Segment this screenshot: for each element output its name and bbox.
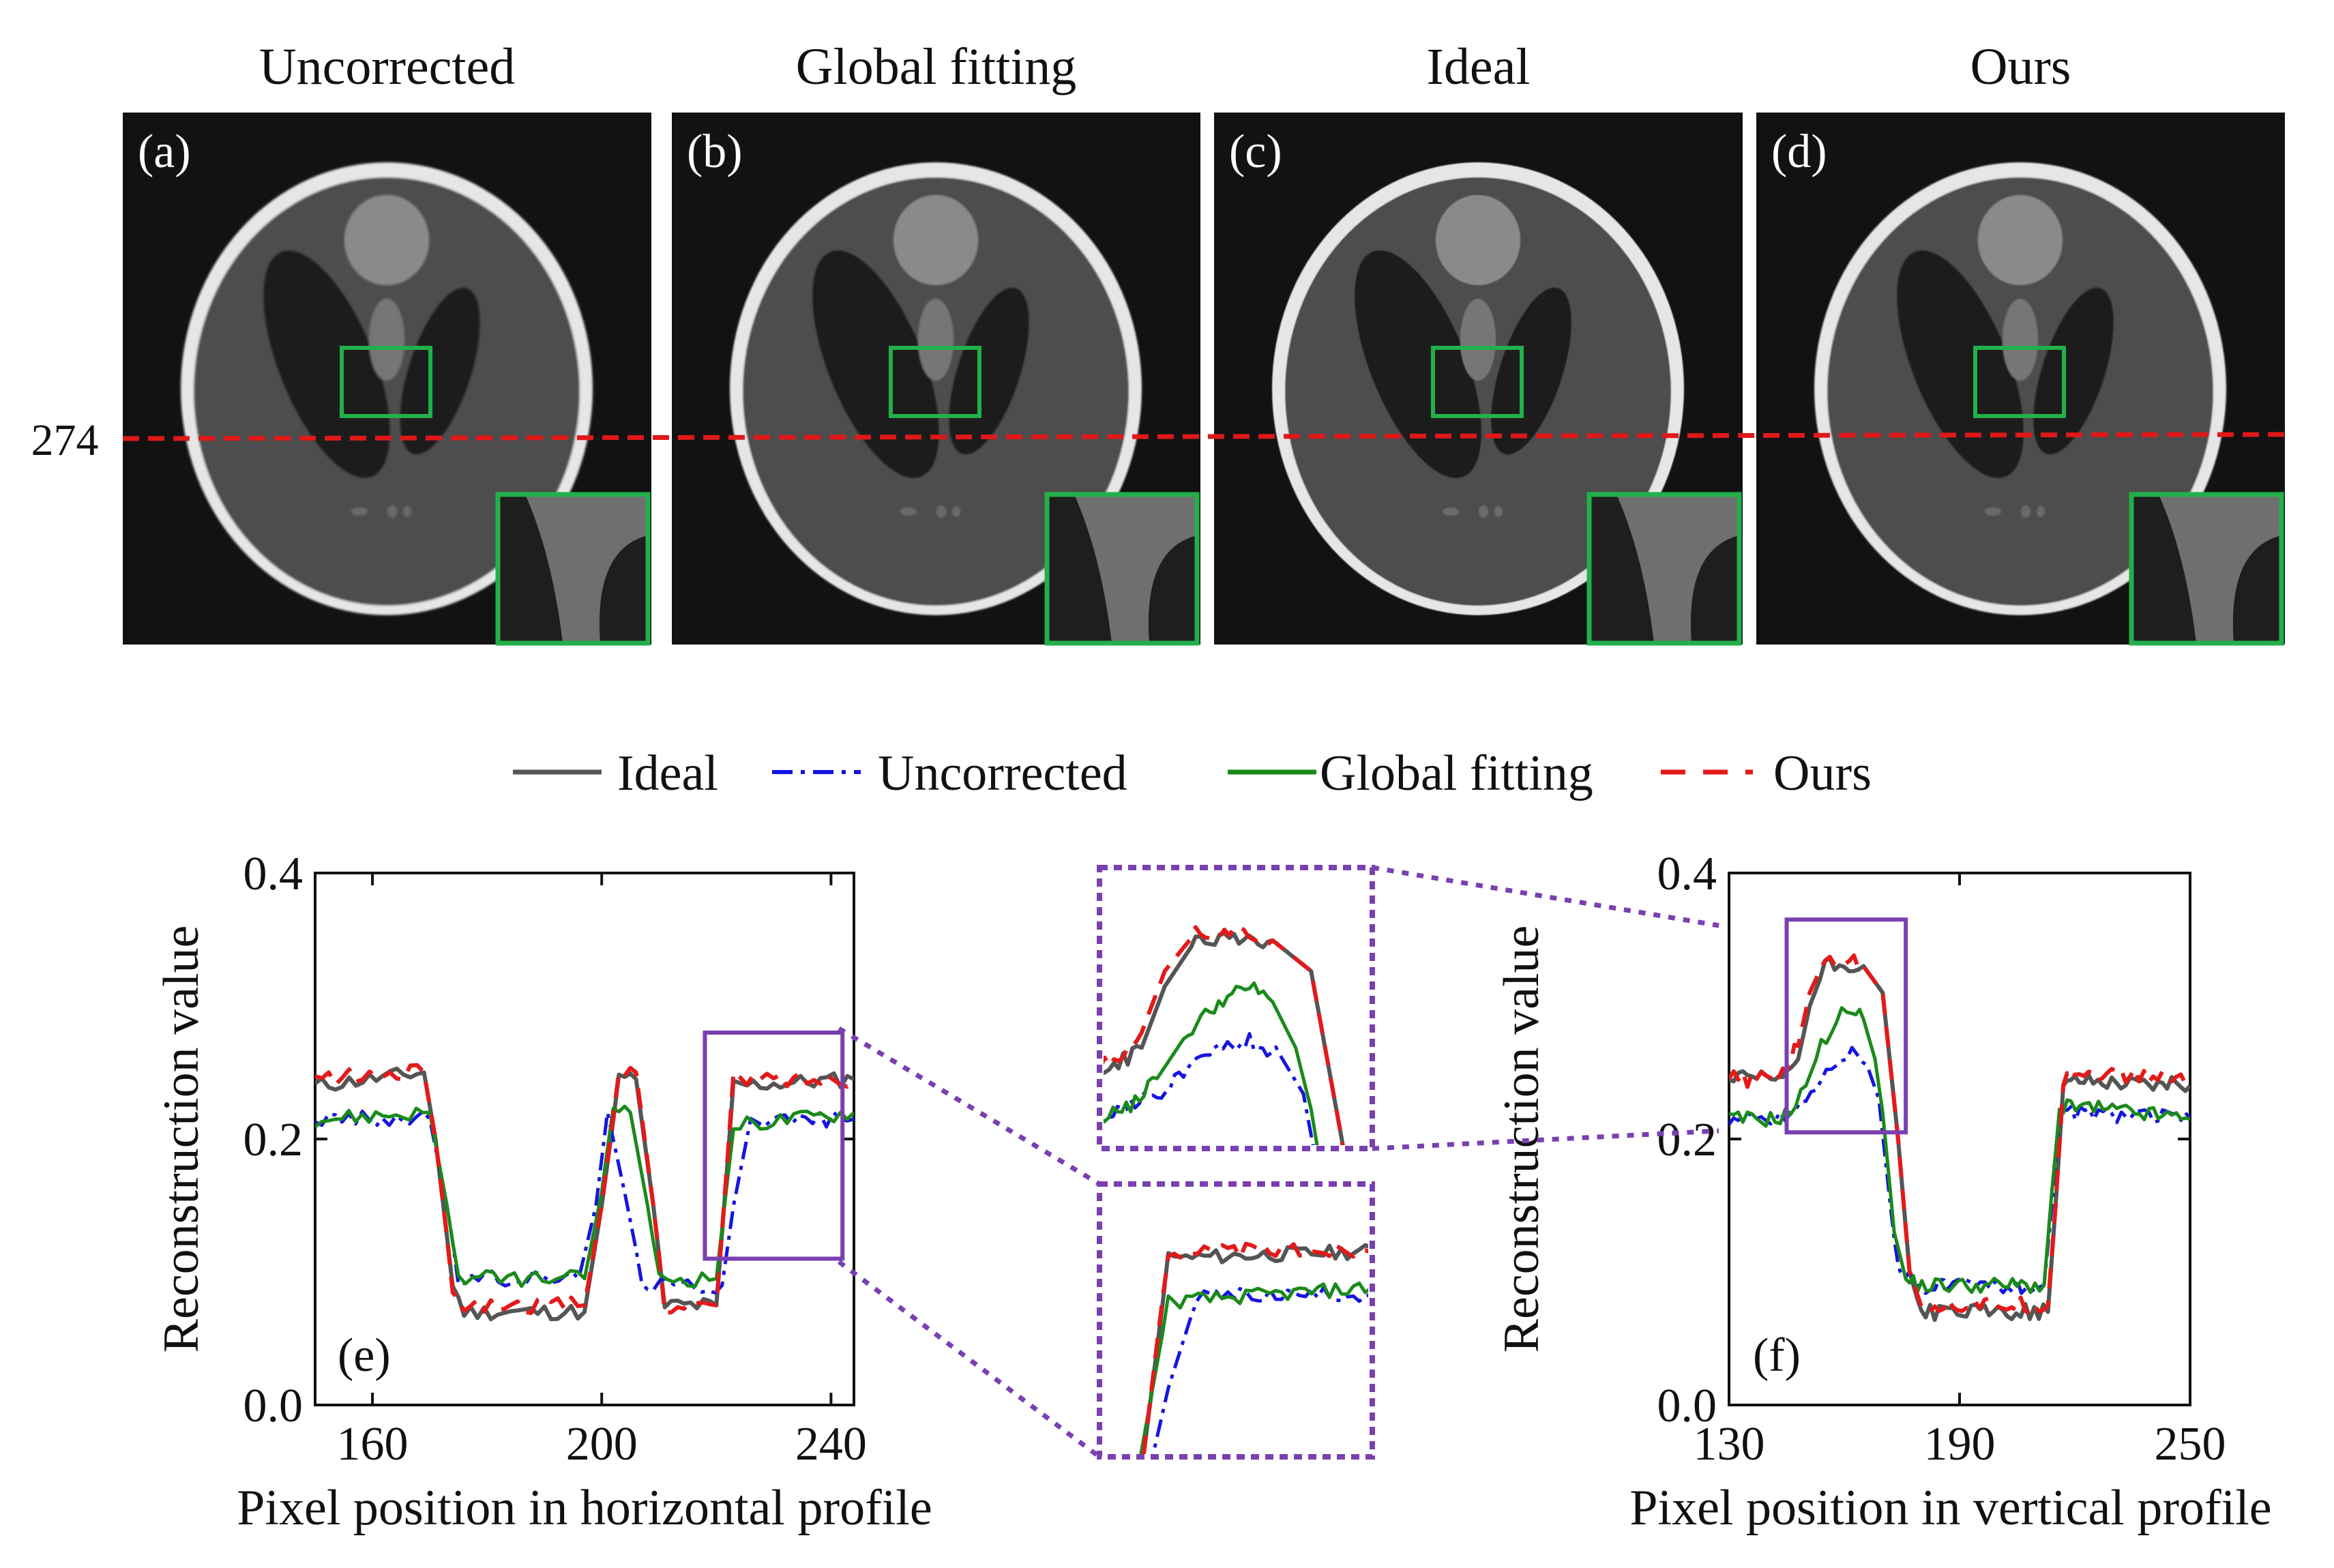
panel-tag-ideal: (c) [1229, 125, 1282, 178]
phantom-image-row: Uncorrected (a) Global fitting (b) Ideal (c) O… [122, 38, 2289, 646]
y-tick-label: 0.0 [1657, 1380, 1717, 1432]
panel-title-uncorrected: Uncorrected [259, 38, 516, 95]
y-tick-label: 0.0 [243, 1380, 304, 1432]
zoom-series-ideal-line [1141, 1243, 1368, 1454]
roi-magnified-inset [1044, 492, 1200, 646]
panel-tag-uncorrected: (a) [138, 125, 191, 178]
series-uncorrected-line [315, 1109, 854, 1295]
phantom-panel-ideal: Ideal (c) [1214, 38, 1743, 646]
panel-tag-e: (e) [338, 1329, 391, 1382]
zoom-box-f [1784, 917, 1908, 1135]
roi-box [889, 346, 981, 418]
y-tick-label: 0.2 [1657, 1114, 1717, 1166]
roi-box [340, 346, 432, 418]
zoom-inset-frame-bottom [1097, 1181, 1375, 1460]
shepp-logan-phantom [730, 162, 1142, 615]
panel-tag-f: (f) [1753, 1329, 1801, 1382]
panel-tag-global-fitting: (b) [687, 125, 743, 178]
zoom-inset-vertical [1097, 865, 1375, 1151]
y-tick-label: 0.4 [1657, 848, 1717, 900]
xlabel-vertical: Pixel position in vertical profile [1629, 1480, 2271, 1536]
connector-e-bottom [837, 1260, 1102, 1459]
series-ours-line [315, 1063, 854, 1316]
ylabel-horizontal: Reconstruction value [153, 926, 209, 1353]
series-ours-line [1729, 953, 2190, 1316]
profile-row-label: 274 [31, 415, 99, 465]
connector-f-bottom [1372, 1128, 1719, 1151]
legend-ours-label: Ours [1773, 745, 1872, 801]
shepp-logan-phantom [1272, 162, 1684, 615]
roi-box [1431, 346, 1524, 418]
zoom-inset-frame-top [1097, 865, 1375, 1151]
zoom-inset-horizontal [1097, 1181, 1375, 1460]
zoom-box-e [703, 1031, 845, 1261]
series-uncorrected-line [1729, 1046, 2190, 1295]
phantom-panel-uncorrected: Uncorrected (a) [123, 38, 651, 646]
shepp-logan-phantom [181, 162, 593, 615]
panel-title-global-fitting: Global fitting [796, 38, 1077, 95]
panel-tag-ours: (d) [1771, 125, 1827, 178]
panel-title-ours: Ours [1970, 38, 2071, 95]
legend-ideal-label: Ideal [617, 745, 718, 801]
chart-horizontal-profile: 160 200 240 0.0 0.2 0.4 (e) Pixel position in… [153, 848, 932, 1536]
x-tick-label: 240 [795, 1418, 867, 1470]
x-tick-label: 130 [1694, 1418, 1765, 1470]
x-tick-label: 190 [1924, 1418, 1996, 1470]
xlabel-horizontal: Pixel position in horizontal profile [237, 1480, 932, 1536]
chart-vertical-profile: 130 190 250 0.0 0.2 0.4 (f) Pixel position in… [1494, 848, 2272, 1536]
series-ideal-line [315, 1066, 854, 1322]
legend: Ideal Uncorrected Global fitting Ours [513, 745, 1872, 801]
series-ideal-line [1729, 956, 2190, 1322]
zoom-series-uncorrected-line [1104, 1032, 1315, 1145]
roi-magnified-inset [2129, 492, 2284, 646]
panel-title-ideal: Ideal [1427, 38, 1531, 95]
series-global-line [1729, 1006, 2190, 1295]
zoom-connectors [837, 865, 1719, 1459]
shepp-logan-phantom [1814, 162, 2226, 615]
y-tick-label: 0.4 [243, 848, 304, 900]
zoom-series-ideal-line [1104, 931, 1345, 1145]
profile-line-274 [122, 432, 2289, 441]
connector-e-top [838, 1026, 1101, 1187]
x-tick-label: 200 [566, 1418, 638, 1470]
roi-magnified-inset [495, 492, 651, 646]
legend-uncorrected-label: Uncorrected [878, 745, 1127, 801]
series-global-line [315, 1104, 854, 1288]
roi-magnified-inset [1586, 492, 1742, 646]
zoom-series-global-line [1104, 981, 1319, 1145]
zoom-series-global-line [1139, 1282, 1368, 1454]
x-tick-label: 250 [2155, 1418, 2226, 1470]
legend-global-label: Global fitting [1320, 745, 1593, 801]
x-tick-label: 160 [337, 1418, 409, 1470]
phantom-panel-ours: Ours (d) [1756, 38, 2285, 646]
zoom-series-ours-line [1141, 1241, 1368, 1454]
roi-box [1973, 346, 2066, 418]
y-tick-label: 0.2 [243, 1114, 304, 1166]
phantom-panel-global-fitting: Global fitting (b) [672, 38, 1200, 646]
